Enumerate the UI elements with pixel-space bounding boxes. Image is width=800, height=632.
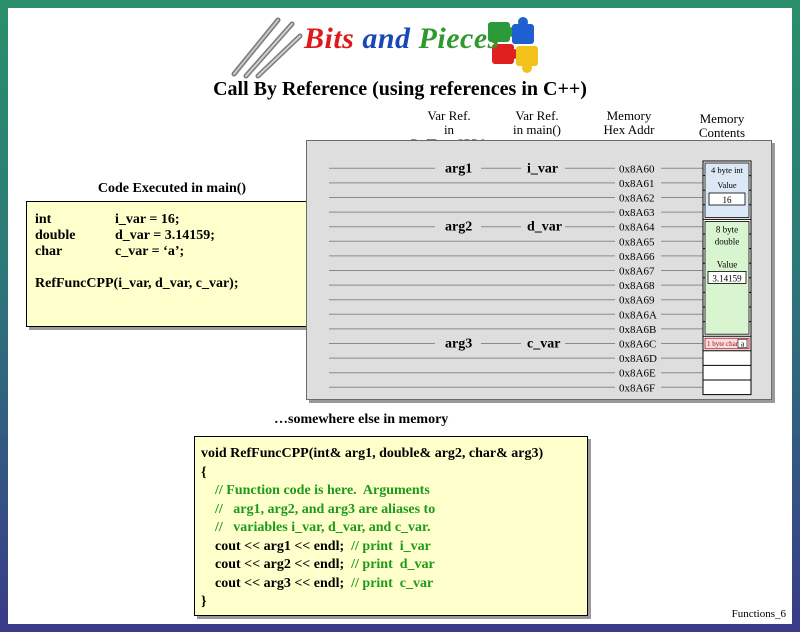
- col-header-ref-main-line1: Var Ref.: [515, 108, 559, 123]
- char-value-box: [737, 338, 748, 349]
- code-type-char: char: [35, 244, 63, 259]
- memory-address: 0x8A67: [619, 266, 655, 278]
- int-block-label: 4 byte int: [711, 165, 744, 175]
- char-block: [704, 337, 750, 350]
- memory-address: 0x8A6E: [619, 368, 656, 380]
- memory-panel: 0x8A60 arg1 i_var 0x8A61 0x8A62 0x8A63 0x8A64 a…: [306, 140, 772, 400]
- ref-name-func: arg1: [445, 161, 472, 176]
- memory-address: 0x8A6D: [619, 353, 657, 365]
- function-code-box: void RefFuncCPP(int& arg1, double& arg2,…: [194, 436, 588, 616]
- ref-name-func: arg3: [445, 337, 472, 352]
- brand-word-bits: Bits: [304, 22, 355, 55]
- drill-bits-icon: [231, 17, 303, 79]
- code-type-double: double: [35, 228, 76, 243]
- function-code-statement: cout << arg3 << endl;: [201, 575, 352, 591]
- code-type-int: int: [35, 212, 52, 227]
- memory-diagram: 0x8A60 arg1 i_var 0x8A61 0x8A62 0x8A63 0x8A64 a…: [329, 160, 752, 396]
- col-header-ref-main-line2: in main(): [512, 122, 561, 137]
- function-code-statement: cout << arg1 << endl;: [201, 538, 352, 554]
- function-code-line: }: [201, 594, 207, 609]
- col-header-mem-addr-line1: Memory: [606, 108, 652, 123]
- code-function-call: RefFuncCPP(i_var, d_var, c_var);: [35, 276, 239, 291]
- memory-address: 0x8A6C: [619, 339, 656, 351]
- ref-name-main: i_var: [527, 161, 558, 176]
- int-value-label: Value: [717, 180, 737, 190]
- function-code-line: // Function code is here. Arguments: [201, 483, 430, 498]
- ref-name-func: arg2: [445, 220, 472, 235]
- memory-address: 0x8A6F: [619, 382, 655, 394]
- function-code-line: // variables i_var, d_var, and c_var.: [201, 520, 431, 535]
- function-code-line: {: [201, 464, 207, 480]
- ref-name-main: d_var: [527, 220, 562, 235]
- col-header-mem-contents-line1: Memory: [699, 111, 745, 126]
- memory-address: 0x8A6A: [619, 309, 657, 321]
- main-code-box: int i_var = 16; double d_var = 3.14159; …: [26, 201, 310, 327]
- function-code-comment: // print c_var: [351, 575, 434, 591]
- function-code-comment: // print i_var: [351, 538, 431, 554]
- col-header-mem-contents: Memory Contents: [692, 112, 752, 140]
- page-title: Call By Reference (using references in C…: [213, 78, 587, 100]
- somewhere-caption: …somewhere else in memory: [274, 412, 449, 427]
- memory-address: 0x8A69: [619, 295, 655, 307]
- int-block: [704, 162, 750, 218]
- function-code-line: cout << arg3 << endl; // print c_var: [201, 575, 433, 593]
- bits-and-pieces-logo: [231, 17, 538, 79]
- ref-name-main: c_var: [527, 337, 560, 352]
- function-code-line: cout << arg1 << endl; // print i_var: [201, 538, 431, 556]
- char-value: a: [741, 340, 745, 349]
- code-decl-double: d_var = 3.14159;: [115, 228, 215, 243]
- slide: Bits and Pieces Call By Reference (using…: [8, 8, 792, 624]
- memory-address: 0x8A64: [619, 222, 655, 234]
- memory-address: 0x8A60: [619, 163, 655, 175]
- memory-address: 0x8A68: [619, 280, 655, 292]
- int-value: 16: [723, 195, 733, 205]
- double-block-label1: 8 byte: [716, 224, 738, 234]
- col-header-mem-addr-line2: Hex Addr: [603, 122, 655, 137]
- memory-address: 0x8A61: [619, 178, 654, 190]
- function-code-comment: // print d_var: [351, 557, 435, 572]
- memory-address: 0x8A63: [619, 207, 655, 219]
- code-decl-int: i_var = 16;: [115, 212, 180, 227]
- col-header-ref-main: Var Ref. in main(): [506, 109, 568, 137]
- function-code-statement: cout << arg2 << endl;: [201, 557, 352, 572]
- main-code-caption: Code Executed in main(): [97, 181, 247, 196]
- brand-word-pieces: Pieces: [418, 22, 500, 55]
- col-header-mem-addr: Memory Hex Addr: [597, 109, 661, 137]
- slide-footer: Functions_6: [731, 608, 786, 620]
- double-value: 3.14159: [712, 273, 742, 283]
- function-code-line: void RefFuncCPP(int& arg1, double& arg2,…: [201, 446, 544, 461]
- memory-address: 0x8A66: [619, 251, 655, 263]
- double-block-label2: double: [715, 236, 740, 246]
- function-code-line: cout << arg2 << endl; // print d_var: [201, 556, 435, 574]
- double-value-box: [707, 270, 747, 284]
- char-block-label: 1 byte char: [707, 340, 739, 348]
- memory-address: 0x8A6B: [619, 324, 656, 336]
- memory-address: 0x8A65: [619, 236, 655, 248]
- memory-address: 0x8A62: [619, 193, 654, 205]
- brand-title: Bits and Pieces: [304, 22, 500, 56]
- puzzle-pieces-icon: [488, 17, 538, 73]
- function-code-line: // arg1, arg2, and arg3 are aliases to: [201, 501, 436, 517]
- col-header-mem-contents-line2: Contents: [698, 125, 746, 140]
- code-decl-char: c_var = ‘a’;: [115, 244, 185, 259]
- double-value-label: Value: [717, 259, 738, 269]
- int-value-box: [708, 192, 746, 206]
- col-header-ref-func-line1: Var Ref.: [427, 108, 471, 123]
- brand-word-and: and: [362, 22, 411, 55]
